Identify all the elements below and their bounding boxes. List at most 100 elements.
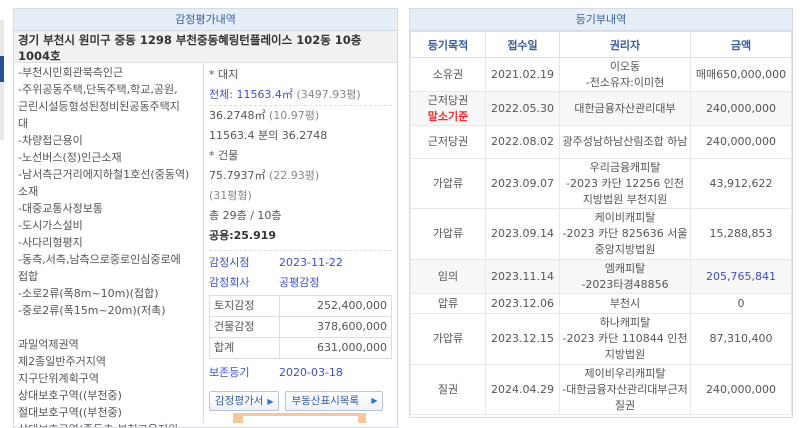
- location-note: -대중교통사정보통: [18, 202, 103, 215]
- location-note: 접합: [18, 270, 39, 283]
- receipt-date: 2023.12.06: [485, 293, 560, 314]
- popup-overlay: [233, 413, 366, 424]
- land-share: 36.2748㎡: [209, 109, 266, 122]
- purpose-cell: 가압류: [410, 158, 486, 209]
- amount: 240,000,000: [690, 125, 792, 159]
- registry-row: 가압류 2023.12.15 하나캐피탈 -2023 카단 110844 인천지…: [410, 313, 792, 365]
- common-area: 공용:25.919: [209, 229, 277, 242]
- location-note: 상대보호구역(중동초-부천교육지원: [18, 421, 199, 427]
- registry-row: 가압류 2023.09.07 우리금융캐피탈 -2023 카단 12256 인천…: [410, 158, 792, 209]
- amount: 15,288,853: [690, 208, 792, 260]
- purpose-cell: 가압류: [410, 313, 486, 365]
- amount: 205,765,841: [690, 259, 792, 294]
- rights-holder: 이오동 -전소유자:이미현: [559, 57, 691, 92]
- purpose-cell: 임의: [410, 259, 486, 294]
- floors: 총 29층 / 10층: [209, 209, 282, 222]
- appraisal-date: 2023-11-22: [279, 256, 343, 269]
- receipt-date: 2022.08.02: [485, 125, 560, 159]
- registry-row: 근저당권 2022.08.02 광주성남하남산림조합 하남 240,000,00…: [410, 125, 792, 159]
- appraisal-title: 감정평가내역: [14, 9, 397, 31]
- location-note: -사다리형평지: [18, 236, 83, 249]
- valuation-table: 토지감정 252,400,000 건물감정 378,600,000 합계 631,000,…: [208, 295, 392, 359]
- valuation-label: 토지감정: [208, 295, 281, 317]
- amount: 매매650,000,000: [690, 57, 792, 92]
- location-note: 제2종일반주거지역: [18, 355, 106, 368]
- location-note: 근린시설등형성된정비된공동주택지: [18, 100, 180, 113]
- building-area: 75.7937㎡: [209, 169, 266, 182]
- appraisal-panel: 감정평가내역 경기 부천시 원미구 중동 1298 부천중동혜링턴플레이스 10…: [13, 8, 398, 428]
- land-total: 전체: 11563.4㎡: [209, 88, 293, 101]
- land-ratio: 11563.4 분의 36.2748: [209, 129, 328, 142]
- rights-holder: 우리금융캐피탈 -2023 카단 12256 인천지방법원 부천지원: [559, 158, 691, 209]
- land-total-pyeong: (3497.93평): [296, 88, 361, 101]
- location-note: 지구단위계획구역: [18, 372, 99, 385]
- land-share-pyeong: (10.97평): [269, 109, 320, 122]
- location-note: -부천시민회관북측인근: [18, 66, 124, 79]
- purpose: 가압류: [432, 332, 464, 345]
- purpose-cell: 근저당권 말소기준: [410, 91, 486, 126]
- rights-holder: 광주성남하남산림조합 하남: [559, 125, 691, 159]
- rights-holder: 제이비우리캐피탈 -대한금융자산관리대부근저질권: [559, 364, 691, 415]
- preserve-date: 2020-03-18: [279, 366, 343, 379]
- amount: 43,912,622: [690, 158, 792, 209]
- valuation-row: 건물감정 378,600,000: [208, 316, 392, 338]
- building-label: * 건물: [209, 149, 239, 162]
- purpose: 가압류: [432, 227, 464, 240]
- amount: 0: [690, 293, 792, 314]
- rights-holder: 대한금융자산관리대부: [559, 91, 691, 126]
- amount: 87,310,400: [690, 313, 792, 365]
- valuation-label: 건물감정: [208, 316, 281, 338]
- col-purpose: 등기목적: [410, 31, 486, 58]
- location-note: -소로2류(폭8m~10m)(접합): [18, 287, 159, 300]
- col-amount: 금액: [690, 31, 792, 58]
- valuation-amount: 631,000,000: [279, 337, 392, 359]
- col-date: 접수일: [485, 31, 560, 58]
- location-note: 과밀억제권역: [18, 338, 79, 351]
- location-note: -차량접근용이: [18, 134, 83, 147]
- amount: 240,000,000: [690, 91, 792, 126]
- registry-row: 임의 2023.11.14 엠캐피탈 -2023타경48856 205,765,…: [410, 259, 792, 294]
- purpose-cell: 근저당권: [410, 125, 486, 159]
- registry-row: 질권 2024.04.29 제이비우리캐피탈 -대한금융자산관리대부근저질권 2…: [410, 364, 792, 415]
- location-note: -동측,서측,남측으로중로인심중로에: [18, 253, 181, 266]
- appraisal-date-label: 감정시점: [209, 256, 250, 269]
- appraisal-company: 공평감정: [279, 276, 320, 289]
- appraisal-report-button[interactable]: 감정평가서 ▶: [209, 391, 280, 411]
- location-note: 절대보호구역((부천중): [18, 406, 122, 419]
- receipt-date: 2022.05.30: [485, 91, 560, 126]
- valuation-amount: 378,600,000: [279, 316, 392, 338]
- valuation-amount: 252,400,000: [279, 295, 392, 317]
- valuation-row: 합계 631,000,000: [208, 337, 392, 359]
- property-list-label: 부동산표시목록: [291, 395, 360, 407]
- land-label: * 대지: [209, 68, 239, 81]
- purpose: 근저당권: [427, 93, 469, 107]
- registry-row: 압류 2023.12.06 부천시 0: [410, 293, 792, 314]
- location-note: 소재: [18, 185, 39, 198]
- rights-holder: 부천시: [559, 293, 691, 314]
- location-note: -남서측근거리에지하철1호선(중동역): [18, 168, 190, 181]
- purpose: 가압류: [432, 176, 464, 190]
- appraisal-report-label: 감정평가서: [215, 395, 264, 407]
- purpose-cell: 압류: [410, 293, 486, 314]
- purpose: 압류: [437, 296, 459, 310]
- arrow-right-icon: ▶: [371, 396, 378, 405]
- location-note: -노선버스(정)인근소재: [18, 151, 122, 164]
- receipt-date: 2023.09.07: [485, 158, 560, 209]
- amount: 240,000,000: [690, 364, 792, 415]
- property-list-button[interactable]: 부동산표시목록 ▶: [285, 391, 384, 411]
- location-note: -도시가스설비: [18, 219, 83, 232]
- receipt-date: 2023.12.15: [485, 313, 560, 365]
- registry-row: 가압류 2023.09.14 케이비캐피탈 -2023 카단 825636 서울…: [410, 208, 792, 260]
- receipt-date: 2023.09.14: [485, 208, 560, 260]
- location-note: [18, 319, 199, 336]
- purpose-cell: 질권: [410, 364, 486, 415]
- purpose: 질권: [437, 382, 459, 396]
- registry-row: 소유권 2021.02.19 이오동 -전소유자:이미현 매매650,000,0…: [410, 57, 792, 92]
- location-note: -주위공동주택,단독주택,학교,공원,: [18, 83, 178, 96]
- property-address: 경기 부천시 원미구 중동 1298 부천중동혜링턴플레이스 102동 10층 …: [14, 31, 397, 63]
- area-info: * 대지 전체: 11563.4㎡ (3497.93평) 36.2748㎡ (1…: [204, 63, 397, 423]
- purpose: 임의: [437, 269, 459, 283]
- background-window-tab: [0, 56, 4, 82]
- rights-holder: 엠캐피탈 -2023타경48856: [559, 259, 691, 294]
- location-note: 대: [18, 117, 29, 130]
